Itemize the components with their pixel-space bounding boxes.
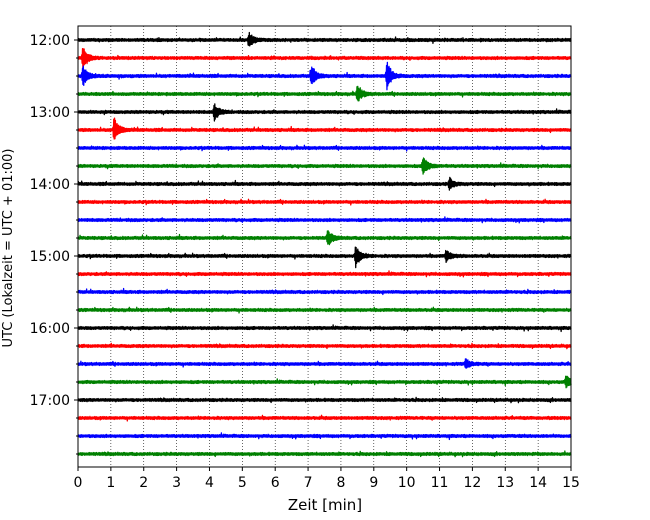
seismic-trace bbox=[77, 31, 572, 47]
x-tick-label: 9 bbox=[369, 475, 378, 491]
seismic-trace bbox=[77, 216, 572, 224]
plot-frame bbox=[77, 25, 572, 468]
y-tick-label: 15:00 bbox=[30, 249, 70, 265]
seismic-trace bbox=[77, 358, 572, 369]
seismic-trace bbox=[77, 306, 572, 314]
y-tick-label: 17:00 bbox=[30, 393, 70, 409]
seismic-trace bbox=[77, 270, 572, 278]
seismic-trace bbox=[77, 117, 572, 140]
x-tick-label: 13 bbox=[496, 475, 514, 491]
x-tick-label: 10 bbox=[398, 475, 416, 491]
x-tick-label: 14 bbox=[529, 475, 547, 491]
seismic-trace bbox=[77, 176, 572, 191]
x-tick-label: 3 bbox=[172, 475, 181, 491]
x-tick-label: 8 bbox=[336, 475, 345, 491]
x-tick-label: 15 bbox=[562, 475, 580, 491]
y-tick-label: 16:00 bbox=[30, 321, 70, 337]
x-tick-label: 6 bbox=[271, 475, 280, 491]
y-tick-label: 13:00 bbox=[30, 105, 70, 121]
y-tick-label: 12:00 bbox=[30, 33, 70, 49]
seismic-trace bbox=[77, 103, 572, 122]
x-tick-label: 2 bbox=[139, 475, 148, 491]
seismic-trace bbox=[77, 230, 572, 246]
x-axis-ticks: 0 1 2 3 4 5 6 7 8 9 10 11 12 13 14 15 bbox=[74, 467, 580, 491]
seismic-trace bbox=[77, 85, 572, 102]
x-tick-label: 1 bbox=[106, 475, 115, 491]
x-tick-label: 4 bbox=[205, 475, 214, 491]
seismic-trace bbox=[77, 144, 572, 152]
seismic-trace bbox=[77, 342, 572, 350]
x-tick-label: 5 bbox=[238, 475, 247, 491]
x-tick-label: 12 bbox=[463, 475, 481, 491]
seismic-traces bbox=[77, 31, 572, 458]
seismic-trace bbox=[77, 198, 572, 206]
y-tick-label: 14:00 bbox=[30, 177, 70, 193]
y-axis-ticks: 12:00 13:00 14:00 15:00 16:00 17:00 bbox=[30, 33, 78, 455]
seismic-trace bbox=[77, 47, 572, 72]
seismic-trace bbox=[77, 287, 572, 296]
x-tick-label: 0 bbox=[74, 475, 83, 491]
seismic-trace bbox=[77, 450, 572, 458]
seismic-trace bbox=[77, 61, 572, 91]
x-axis-label: Zeit [min] bbox=[288, 496, 362, 514]
seismic-trace bbox=[77, 324, 572, 333]
seismic-trace bbox=[77, 414, 572, 422]
seismic-trace bbox=[77, 375, 572, 389]
seismic-trace bbox=[77, 396, 572, 404]
seismic-trace bbox=[77, 157, 572, 175]
x-tick-label: 11 bbox=[431, 475, 449, 491]
seismic-trace bbox=[77, 432, 572, 441]
y-axis-label: UTC (Lokalzeit = UTC + 01:00) bbox=[1, 149, 16, 348]
seismic-trace bbox=[77, 246, 572, 269]
x-tick-label: 7 bbox=[304, 475, 313, 491]
